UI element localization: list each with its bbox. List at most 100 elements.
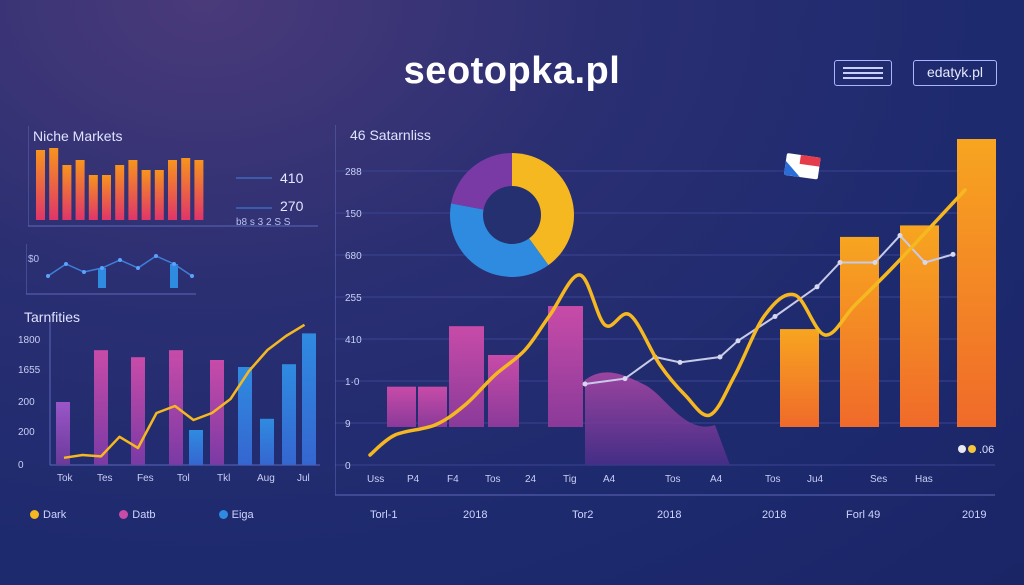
legend-item: Datb xyxy=(119,509,156,521)
niche-bar xyxy=(102,175,111,220)
mini-y-label: $0 xyxy=(28,254,40,265)
legend-item: Dark xyxy=(30,509,66,521)
menu-icon xyxy=(843,77,883,79)
donut-slice xyxy=(512,153,574,266)
main-bar xyxy=(387,386,416,427)
niche-bar xyxy=(115,165,125,220)
tarn-series-line xyxy=(63,323,306,460)
purple-area xyxy=(585,372,730,465)
gray-point xyxy=(582,381,588,387)
mini-point xyxy=(64,262,68,266)
x-tick: Tos xyxy=(485,474,501,485)
y-tick: 1655 xyxy=(18,365,41,376)
y-tick: 255 xyxy=(345,293,362,304)
x-tick: Tkl xyxy=(217,473,230,484)
mini-point xyxy=(118,258,122,262)
x-tick: Ses xyxy=(870,474,887,485)
tarn-bar xyxy=(131,357,145,465)
gray-point xyxy=(717,354,723,360)
legend-dot xyxy=(119,510,129,519)
mini-point xyxy=(154,254,158,258)
mini-line-chart: $0 xyxy=(26,244,196,295)
x-tick: Ju4 xyxy=(807,474,824,485)
y-tick: 680 xyxy=(345,251,362,262)
x-tick: A4 xyxy=(710,474,723,485)
legend-dot xyxy=(218,510,228,519)
stat-value: 270 xyxy=(280,198,304,214)
bottom-label: Forl 49 xyxy=(846,509,881,521)
gray-point xyxy=(837,260,843,265)
gray-point xyxy=(872,260,878,265)
main-bar xyxy=(780,329,819,427)
y-tick: 200 xyxy=(18,397,35,408)
x-tick: F4 xyxy=(447,474,459,485)
niche-bar xyxy=(75,160,85,220)
bottom-label: Torl-1 xyxy=(370,509,398,521)
niche-bar xyxy=(62,165,72,220)
tarn-bar xyxy=(238,367,252,465)
x-tick: A4 xyxy=(603,474,616,485)
gray-point xyxy=(950,251,956,257)
main-bar xyxy=(449,326,484,427)
y-tick: 200 xyxy=(18,427,35,438)
brand-title: seotopka.pl xyxy=(403,50,621,92)
gray-point xyxy=(897,233,903,238)
tarnfities-chart: 1800 1655 200 200 0 Tok Tes Fes Tol Tkl Aug Jul xyxy=(18,322,320,484)
gray-point xyxy=(735,338,741,344)
bottom-label: Tor2 xyxy=(572,509,594,521)
y-tick: 0 xyxy=(18,460,24,471)
tarn-bar xyxy=(56,402,70,465)
gray-point xyxy=(677,359,683,365)
x-tick: Tig xyxy=(563,474,577,485)
niche-bar xyxy=(194,160,204,220)
menu-button[interactable] xyxy=(834,60,892,86)
x-tick: Has xyxy=(915,474,933,485)
niche-bar xyxy=(128,160,138,220)
legend-label: Datb xyxy=(132,509,156,521)
end-dot xyxy=(958,445,966,453)
stat-ticks: b8 s 3 2 S S xyxy=(236,217,291,228)
y-tick: 0 xyxy=(345,461,351,472)
x-tick: Uss xyxy=(367,474,384,485)
menu-icon xyxy=(843,72,883,74)
legend-label: Dark xyxy=(43,509,67,521)
x-tick: Tos xyxy=(765,474,781,485)
bottom-label: 2018 xyxy=(657,509,682,521)
y-tick: 410 xyxy=(345,335,362,346)
site-link-button[interactable]: edatyk.pl xyxy=(913,60,997,86)
legend-dot xyxy=(30,510,39,519)
mini-bar xyxy=(170,264,178,288)
mini-point xyxy=(82,270,86,274)
gray-point xyxy=(814,284,820,290)
x-tick: Tos xyxy=(665,474,681,485)
x-tick: P4 xyxy=(407,474,420,485)
gray-point xyxy=(922,260,928,265)
end-dot xyxy=(968,445,976,453)
x-tick: Aug xyxy=(257,473,275,484)
y-tick: 9 xyxy=(345,419,351,430)
x-tick: Tes xyxy=(97,473,113,484)
y-tick: 1·0 xyxy=(345,377,360,388)
legend: Dark Datb Eiga xyxy=(30,509,254,521)
legend-item: Eiga xyxy=(218,509,254,521)
niche-bar xyxy=(154,170,164,220)
mini-point xyxy=(172,262,176,266)
main-bar xyxy=(957,139,996,427)
gray-point xyxy=(622,376,628,382)
niche-bar xyxy=(168,160,177,220)
bottom-label: 2018 xyxy=(463,509,488,521)
main-bar xyxy=(840,236,879,427)
tarnfities-title: Tarnfities xyxy=(24,309,81,325)
main-bar xyxy=(900,225,939,427)
gray-point xyxy=(772,314,778,319)
x-tick: Jul xyxy=(297,473,310,484)
tarn-bar xyxy=(302,333,316,465)
y-tick: 288 xyxy=(345,167,362,178)
main-chart: 288 150 680 255 410 1·0 9 0 Uss P4 F4 Tos 24 Tig A4 To… xyxy=(335,125,996,496)
niche-markets-title: Niche Markets xyxy=(33,128,123,144)
niche-bar xyxy=(36,150,45,220)
x-tick: Fes xyxy=(137,473,154,484)
flag-icon xyxy=(783,153,821,180)
end-label: .06 xyxy=(979,444,994,456)
mini-point xyxy=(46,274,50,278)
